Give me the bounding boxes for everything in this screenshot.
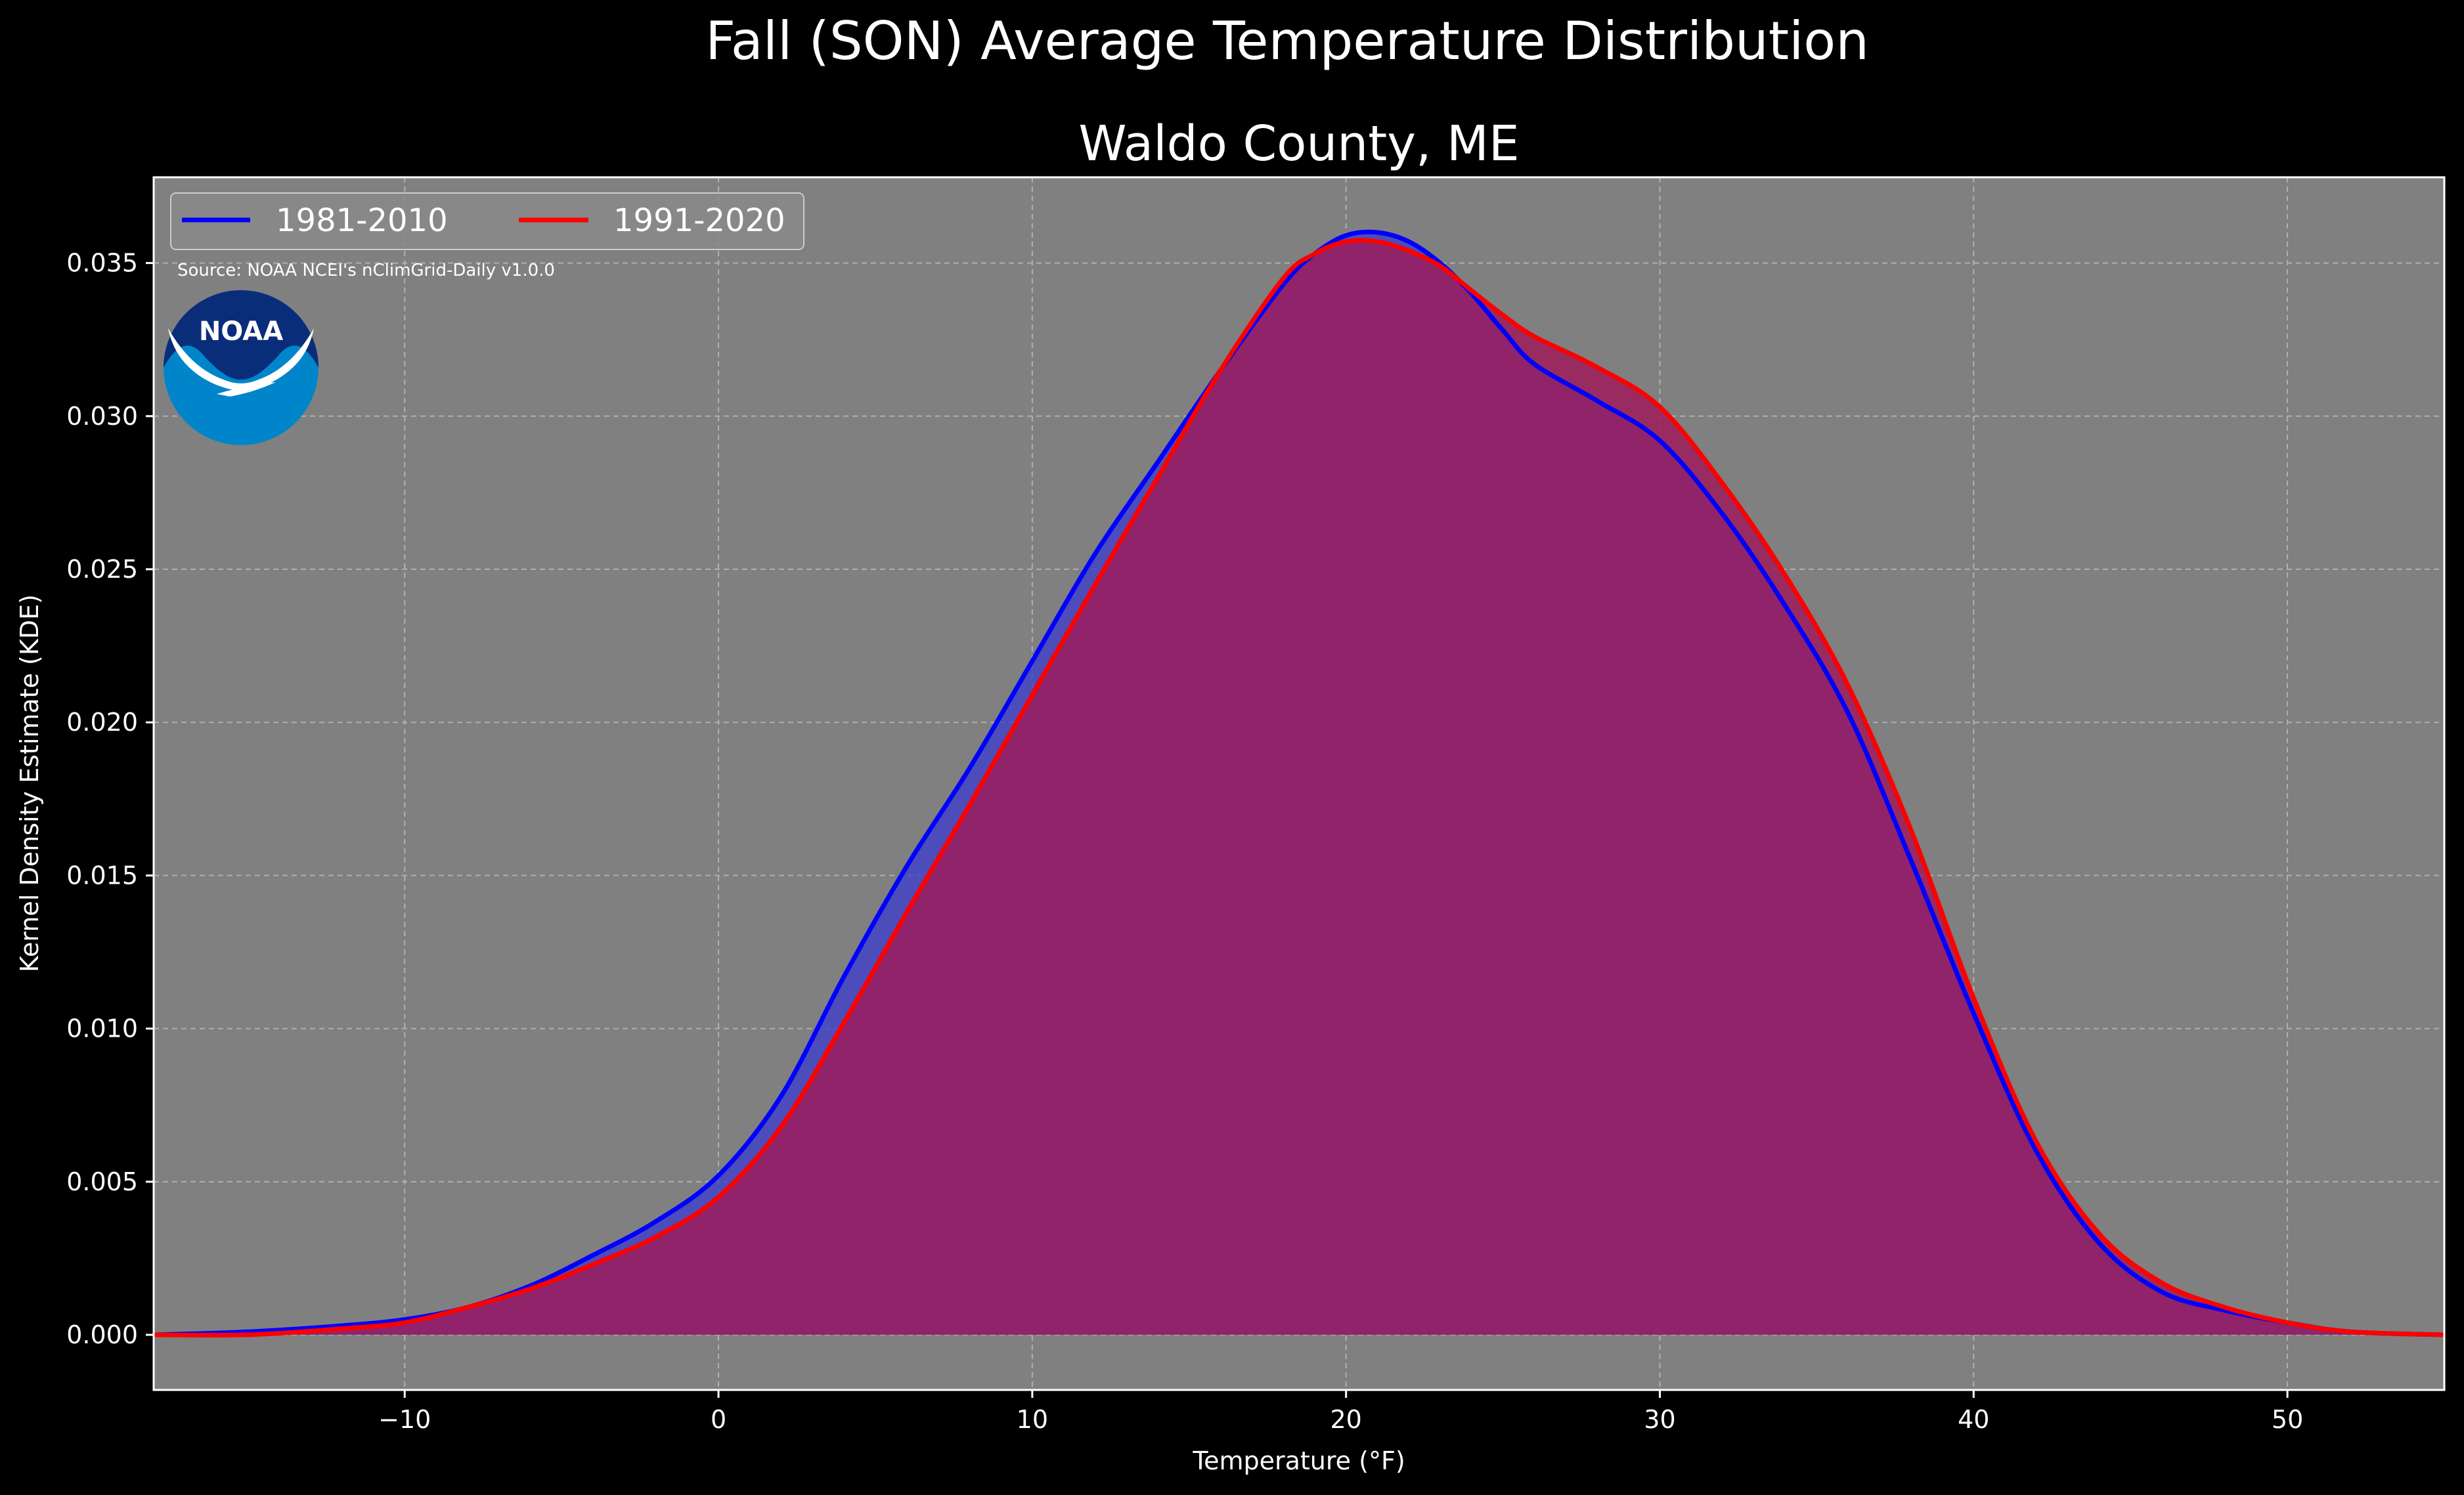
legend-label-1981-2010: 1981-2010: [276, 202, 448, 239]
y-tick-label: 0.020: [66, 708, 138, 737]
x-tick-label: 20: [1330, 1405, 1361, 1434]
density-lines: [153, 229, 2445, 1338]
y-tick-label: 0.035: [66, 249, 138, 278]
noaa-logo-text: NOAA: [199, 316, 283, 347]
density-areas: [154, 232, 2444, 1335]
x-axis-label: Temperature (°F): [1192, 1446, 1405, 1475]
chart-subtitle: Waldo County, ME: [1078, 116, 1519, 172]
y-tick-label: 0.010: [66, 1014, 138, 1043]
y-axis-ticks: 0.000 0.005 0.010 0.015 0.020 0.025 0.030 0.035: [66, 249, 154, 1349]
y-tick-label: 0.015: [66, 861, 138, 890]
legend: 1981-2010 1991-2020: [170, 192, 804, 250]
chart-title: Fall (SON) Average Temperature Distribut…: [705, 11, 1869, 72]
plot-frame: [152, 176, 2446, 1391]
y-tick-label: 0.005: [66, 1167, 138, 1196]
legend-label-1991-2020: 1991-2020: [613, 202, 785, 239]
x-tick-label: 0: [711, 1405, 726, 1434]
source-annotation: Source: NOAA NCEI's nClimGrid-Daily v1.0…: [177, 261, 555, 280]
x-tick-label: 10: [1017, 1405, 1048, 1434]
legend-box: [170, 192, 804, 250]
density-area-1991-2020: [154, 240, 2444, 1335]
density-line-1991-2020: [153, 238, 2445, 1338]
y-tick-label: 0.030: [66, 402, 138, 431]
y-axis-label: Kernel Density Estimate (KDE): [15, 594, 44, 972]
x-tick-label: −10: [378, 1405, 431, 1434]
x-tick-label: 30: [1644, 1405, 1675, 1434]
density-line-1981-2010: [153, 229, 2445, 1337]
x-axis-ticks: −10 0 10 20 30 40 50: [378, 1390, 2303, 1434]
y-tick-label: 0.025: [66, 555, 138, 584]
noaa-logo-icon: NOAA: [164, 290, 319, 445]
x-tick-label: 50: [2272, 1405, 2303, 1434]
y-tick-label: 0.000: [66, 1320, 138, 1349]
x-tick-label: 40: [1958, 1405, 1989, 1434]
